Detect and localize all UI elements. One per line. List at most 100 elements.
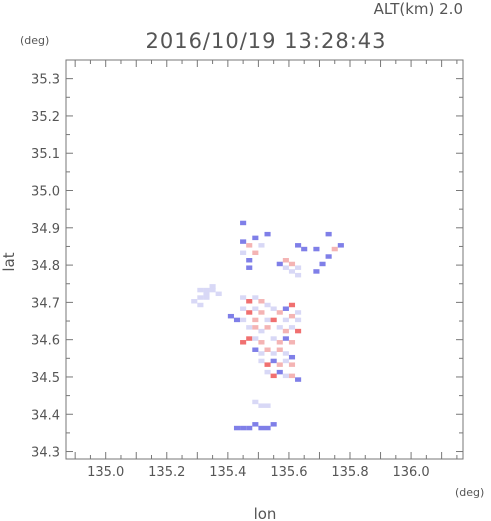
y-tick-label: 34.8 xyxy=(31,259,60,274)
radar-cell xyxy=(313,246,320,252)
radar-cell xyxy=(295,243,302,248)
y-tick-label: 35.2 xyxy=(31,110,60,125)
radar-cell xyxy=(203,295,210,300)
radar-cell xyxy=(264,369,271,375)
radar-cell xyxy=(331,246,338,252)
radar-cell xyxy=(288,325,296,330)
x-tick-label: 135.2 xyxy=(148,465,185,480)
radar-cell xyxy=(276,261,283,267)
radar-cell xyxy=(246,265,253,270)
radar-cell xyxy=(240,340,247,345)
radar-cell xyxy=(252,347,259,352)
x-tick-label: 135.0 xyxy=(87,465,124,480)
radar-cell xyxy=(270,373,277,379)
radar-cell xyxy=(288,269,296,274)
radar-cell xyxy=(246,325,253,330)
radar-cell xyxy=(240,250,247,256)
radar-cell xyxy=(203,287,210,293)
y-tick-label: 34.9 xyxy=(31,222,60,237)
radar-cell xyxy=(319,261,326,267)
radar-cell xyxy=(288,373,296,379)
radar-cell xyxy=(276,325,283,330)
radar-cell xyxy=(240,306,247,311)
radar-cell xyxy=(227,313,234,319)
radar-cell xyxy=(276,347,283,352)
radar-cell xyxy=(282,373,289,379)
radar-cell xyxy=(270,358,277,364)
radar-cell xyxy=(246,243,253,248)
radar-cell xyxy=(252,295,259,300)
radar-cell xyxy=(246,310,253,315)
radar-cell xyxy=(282,336,289,341)
radar-cell xyxy=(258,340,265,345)
altitude-label: ALT(km) 2.0 xyxy=(374,0,463,18)
x-tick-label: 135.8 xyxy=(331,465,368,480)
radar-cell xyxy=(246,336,253,341)
radar-cell xyxy=(282,265,289,270)
radar-cell xyxy=(264,347,271,352)
radar-cell xyxy=(264,302,271,308)
radar-cell xyxy=(264,317,271,323)
radar-cell xyxy=(325,254,332,259)
radar-cell xyxy=(288,313,296,319)
radar-cell xyxy=(252,306,259,311)
radar-cell xyxy=(252,399,259,405)
radar-cell xyxy=(240,425,247,431)
radar-cell xyxy=(264,425,271,431)
radar-cell xyxy=(215,291,222,297)
radar-cell xyxy=(209,284,216,289)
radar-cell xyxy=(246,425,253,431)
x-tick-label: 135.6 xyxy=(270,465,307,480)
radar-cell xyxy=(258,328,265,334)
radar-cell xyxy=(288,302,296,308)
radar-cells xyxy=(191,220,344,431)
radar-cell xyxy=(282,328,289,334)
radar-cell xyxy=(240,295,247,300)
y-tick-label: 34.4 xyxy=(31,408,60,423)
radar-cell xyxy=(282,258,289,263)
radar-cell xyxy=(270,351,277,356)
radar-cell xyxy=(282,317,289,323)
radar-cell xyxy=(295,328,302,334)
radar-cell xyxy=(337,243,344,248)
radar-cell xyxy=(288,340,296,345)
radar-cell xyxy=(282,358,289,364)
x-axis-title: lon xyxy=(254,505,277,521)
radar-cell xyxy=(295,265,302,270)
plot-frame xyxy=(65,59,464,460)
radar-cell xyxy=(197,295,204,300)
radar-cell xyxy=(264,231,271,237)
radar-cell xyxy=(258,310,265,315)
radar-cell xyxy=(270,336,277,341)
chart-title: 2016/10/19 13:28:43 xyxy=(145,29,386,53)
radar-cell xyxy=(240,220,247,226)
radar-cell xyxy=(197,287,204,293)
radar-cell xyxy=(258,425,265,431)
radar-cell xyxy=(209,287,216,293)
radar-cell xyxy=(252,250,259,256)
radar-cell xyxy=(252,325,259,330)
radar-cell xyxy=(264,325,271,330)
radar-cell xyxy=(282,306,289,311)
x-unit-label: (deg) xyxy=(455,486,484,499)
y-tick-label: 35.0 xyxy=(31,185,60,200)
radar-cell xyxy=(264,362,271,367)
y-tick-label: 34.5 xyxy=(31,371,60,386)
radar-cell xyxy=(258,358,265,364)
y-tick-label: 34.6 xyxy=(31,334,60,349)
radar-cell xyxy=(276,369,283,375)
radar-cell xyxy=(276,310,283,315)
y-unit-label: (deg) xyxy=(20,34,49,47)
radar-cell xyxy=(301,246,308,252)
x-tick-label: 136.0 xyxy=(392,465,429,480)
radar-cell xyxy=(295,310,302,315)
y-axis-title: lat xyxy=(0,252,18,271)
radar-cell xyxy=(233,425,241,431)
radar-cell xyxy=(258,299,265,304)
radar-cell xyxy=(252,317,259,323)
radar-cell xyxy=(270,306,277,311)
radar-cell xyxy=(270,422,277,427)
radar-cell xyxy=(276,362,283,367)
radar-cell xyxy=(288,354,296,360)
